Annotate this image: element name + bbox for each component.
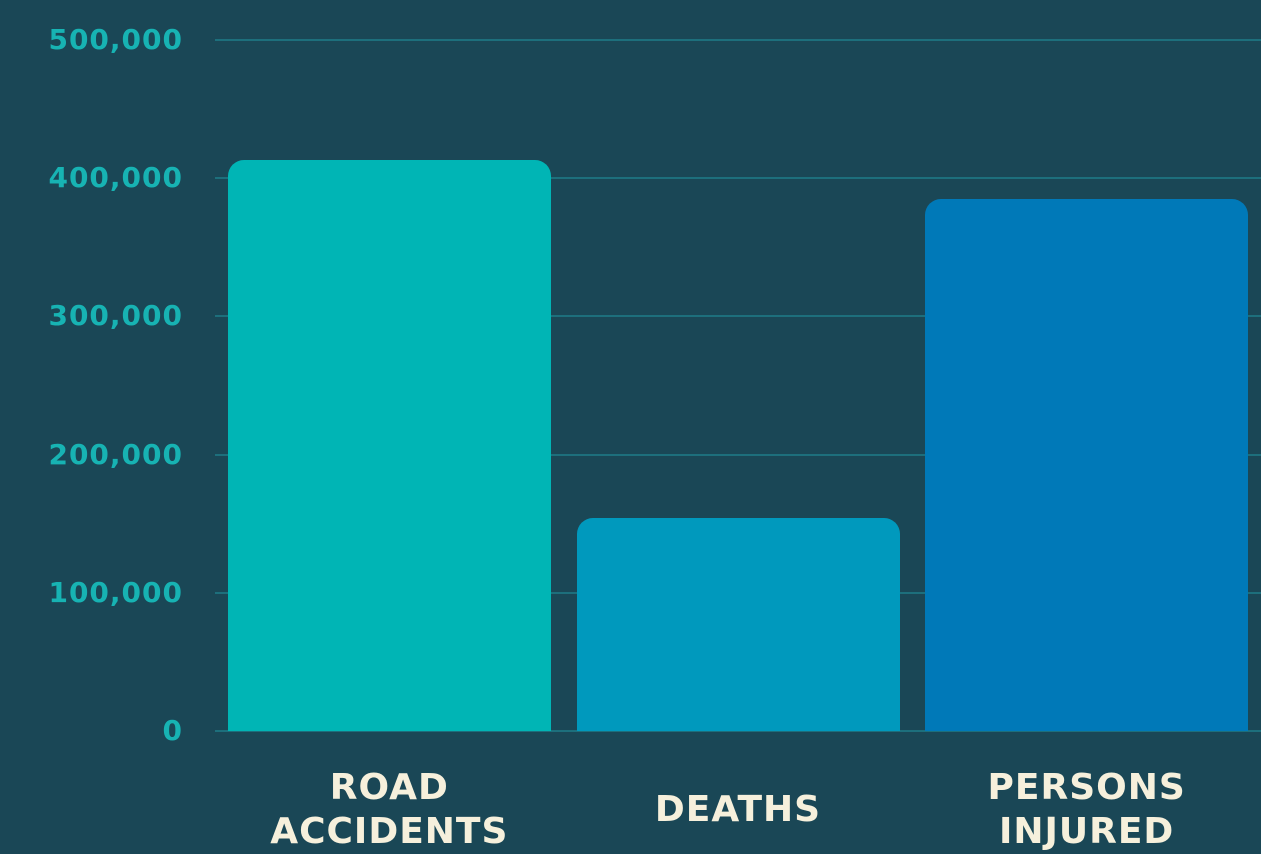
bar: [576, 518, 900, 731]
y-tick-label: 400,000: [48, 161, 183, 195]
x-tick-label: ROAD ACCIDENTS: [270, 767, 509, 852]
grid-line: [215, 453, 1261, 456]
y-tick-label: 500,000: [48, 23, 183, 56]
y-tick-label: 0: [162, 714, 183, 747]
x-tick-label: PERSONS INJURED: [987, 767, 1186, 852]
grid-line: [215, 315, 1261, 318]
grid-line: [215, 177, 1261, 180]
y-tick-label: 100,000: [48, 575, 183, 609]
grid-line: [215, 39, 1261, 41]
y-tick-label: 200,000: [48, 437, 183, 471]
bar: [925, 198, 1249, 731]
grid-line: [215, 730, 1261, 732]
bar: [227, 160, 551, 731]
y-tick-label: 300,000: [48, 299, 183, 333]
x-tick-label: DEATHS: [654, 789, 822, 830]
